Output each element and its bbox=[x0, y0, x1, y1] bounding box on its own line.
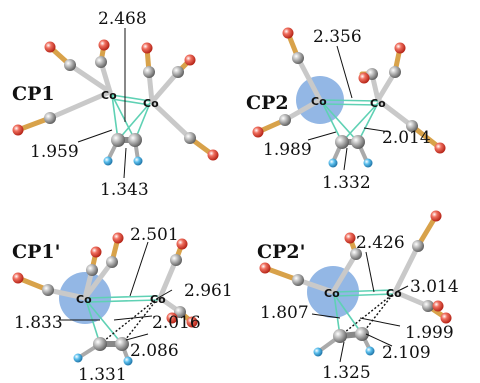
distance-label: 2.356 bbox=[313, 27, 362, 47]
distance-label: 1.989 bbox=[263, 140, 312, 160]
cobalt-label: Co bbox=[386, 287, 402, 300]
dotted-contacts bbox=[99, 297, 159, 345]
distance-label: 1.959 bbox=[30, 142, 79, 162]
panel-label: CP2' bbox=[257, 241, 305, 263]
panel-label: CP1' bbox=[12, 241, 60, 263]
dotted-contacts bbox=[339, 293, 394, 337]
distance-label: 1.807 bbox=[260, 303, 309, 323]
panel-label: CP2 bbox=[246, 92, 289, 114]
distance-label: 2.109 bbox=[382, 343, 431, 363]
atoms bbox=[12, 232, 198, 328]
co-co-bonds bbox=[85, 295, 159, 345]
co-co-bonds bbox=[321, 99, 379, 143]
cobalt-label: Co bbox=[143, 97, 159, 110]
distance-label: 2.016 bbox=[152, 313, 201, 333]
distance-label: 3.014 bbox=[410, 277, 459, 297]
distance-label: 1.332 bbox=[322, 173, 371, 193]
alkyne-bridge bbox=[328, 135, 373, 168]
distance-label: 2.014 bbox=[382, 128, 431, 148]
atoms bbox=[259, 210, 452, 324]
alkyne-bridge bbox=[73, 337, 133, 366]
cobalt-label: Co bbox=[311, 95, 327, 108]
distance-label: 2.961 bbox=[184, 281, 233, 301]
distance-label: 1.833 bbox=[14, 313, 63, 333]
leader-lines bbox=[311, 251, 409, 363]
distance-label: 2.468 bbox=[98, 9, 147, 29]
cobalt-label: Co bbox=[76, 293, 92, 306]
alkyne-bridge bbox=[103, 133, 143, 166]
co-co-bonds bbox=[111, 94, 151, 141]
leader-lines bbox=[307, 45, 391, 171]
distance-label: 1.999 bbox=[405, 323, 454, 343]
cobalt-label: Co bbox=[101, 89, 117, 102]
distance-label: 2.426 bbox=[356, 233, 405, 253]
cobalt-label: Co bbox=[324, 287, 340, 300]
panel-cp2: CP2 bbox=[246, 27, 446, 193]
distance-label: 1.331 bbox=[78, 365, 127, 383]
atoms bbox=[12, 39, 219, 161]
panel-cp1-prime: CP1' bbox=[12, 225, 233, 383]
distance-label: 2.501 bbox=[130, 225, 179, 245]
distance-label: 1.343 bbox=[100, 180, 149, 200]
alkyne-bridge bbox=[313, 327, 375, 357]
panel-cp2-prime: CP2' bbox=[257, 210, 459, 383]
distance-label: 1.325 bbox=[322, 363, 371, 383]
cobalt-label: Co bbox=[370, 97, 386, 110]
leader-lines bbox=[77, 28, 127, 179]
co-co-bonds bbox=[333, 289, 394, 337]
distance-label: 2.086 bbox=[130, 341, 179, 361]
atoms bbox=[252, 27, 446, 154]
leader-lines bbox=[60, 241, 173, 341]
panel-cp1: CP1 bbox=[12, 9, 219, 200]
panel-label: CP1 bbox=[12, 83, 55, 105]
